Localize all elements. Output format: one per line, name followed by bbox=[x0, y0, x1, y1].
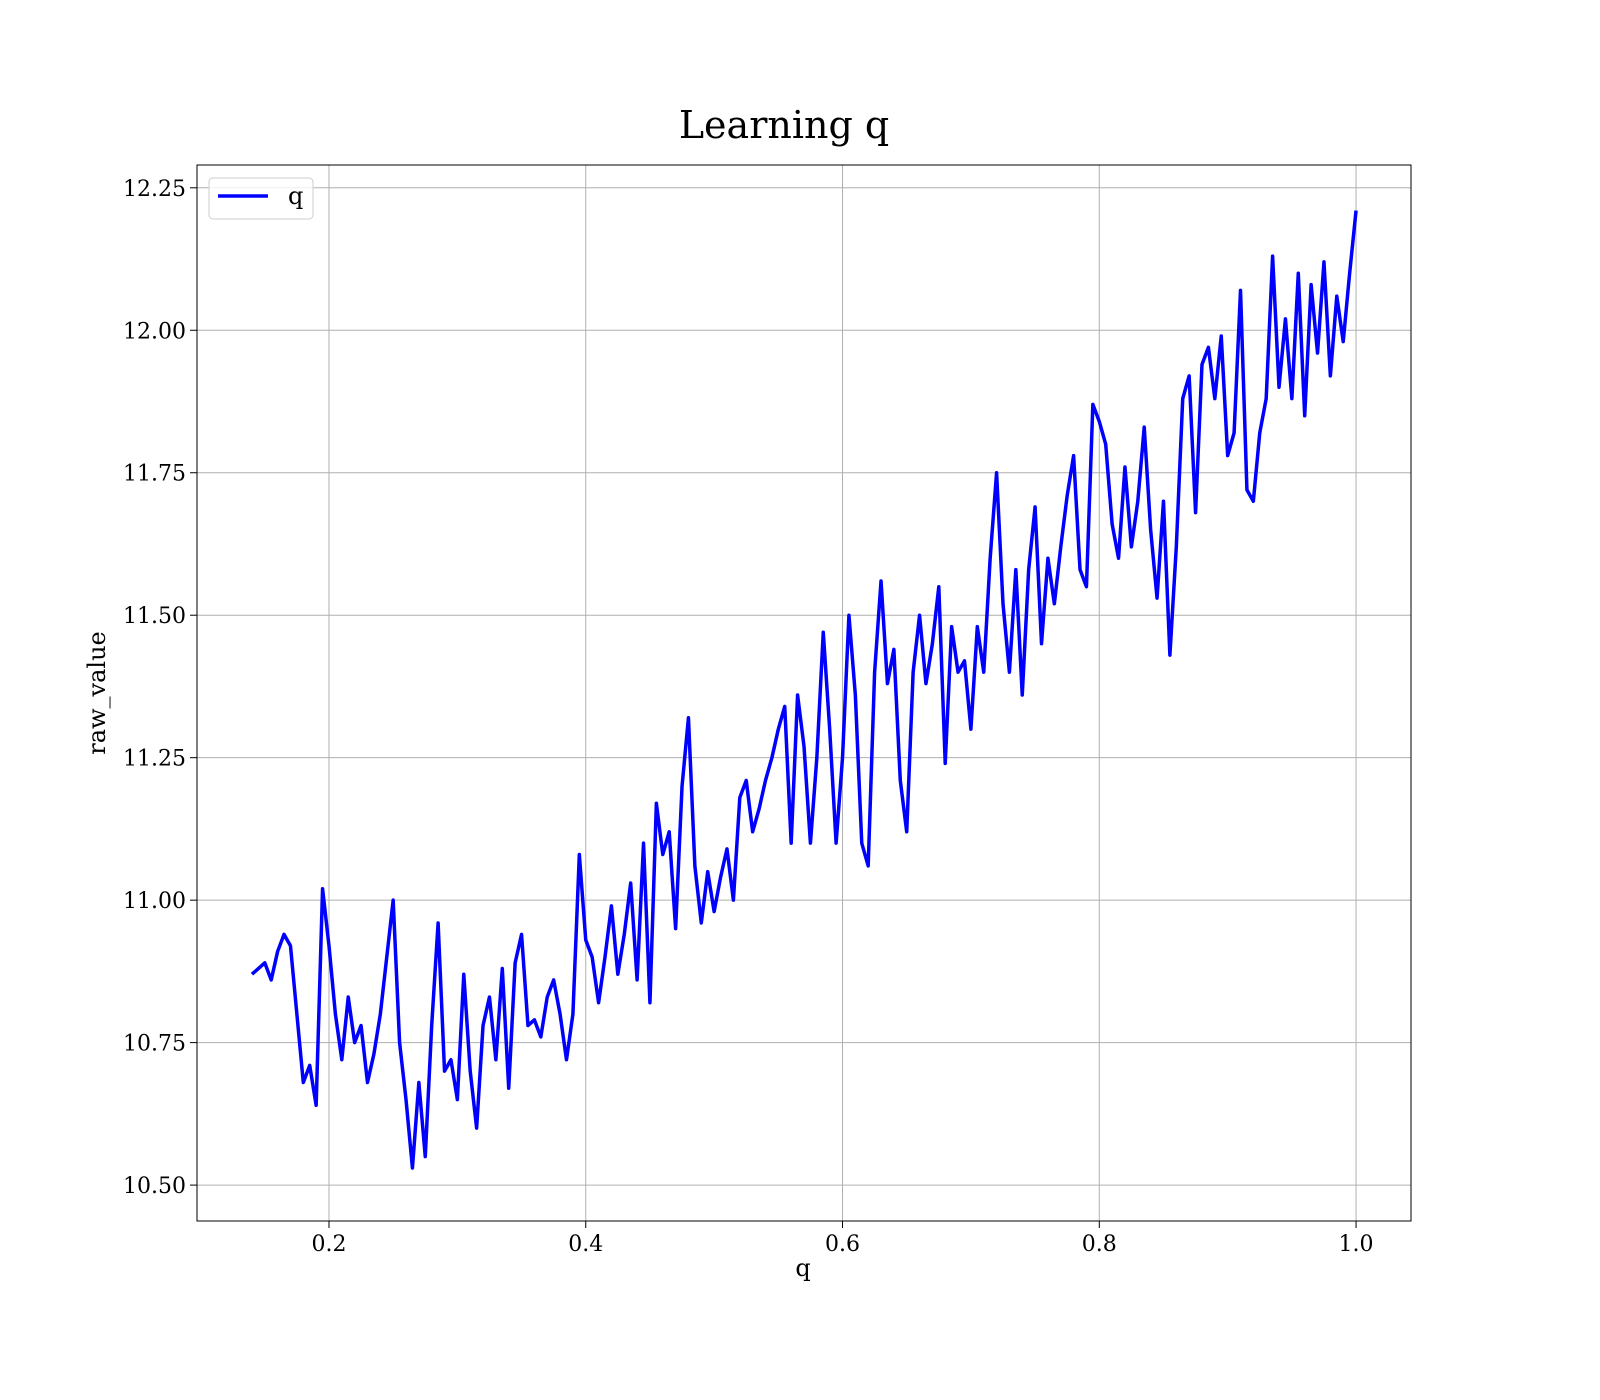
x-tick-label: 0.6 bbox=[825, 1232, 860, 1257]
x-tick-label: 0.4 bbox=[568, 1232, 603, 1257]
y-tick-label: 10.75 bbox=[123, 1032, 186, 1057]
y-tick-label: 12.25 bbox=[123, 177, 186, 202]
x-axis-label: q bbox=[795, 1254, 810, 1282]
x-tick-label: 0.8 bbox=[1082, 1232, 1117, 1257]
y-tick-label: 11.75 bbox=[123, 462, 186, 487]
y-axis-label: raw_value bbox=[83, 631, 111, 755]
y-tick-label: 11.50 bbox=[123, 604, 186, 629]
plot-frame bbox=[196, 164, 1412, 1222]
legend-box bbox=[208, 177, 314, 220]
y-tick-label: 11.25 bbox=[123, 747, 186, 772]
y-tick-label: 12.00 bbox=[123, 319, 186, 344]
x-tick-label: 1.0 bbox=[1339, 1232, 1374, 1257]
legend-label: q bbox=[288, 182, 303, 210]
data-line bbox=[250, 210, 1358, 1170]
chart-title: Learning q bbox=[679, 103, 889, 147]
y-tick-label: 11.00 bbox=[123, 889, 186, 914]
y-tick-label: 10.50 bbox=[123, 1174, 186, 1199]
x-tick-label: 0.2 bbox=[311, 1232, 346, 1257]
